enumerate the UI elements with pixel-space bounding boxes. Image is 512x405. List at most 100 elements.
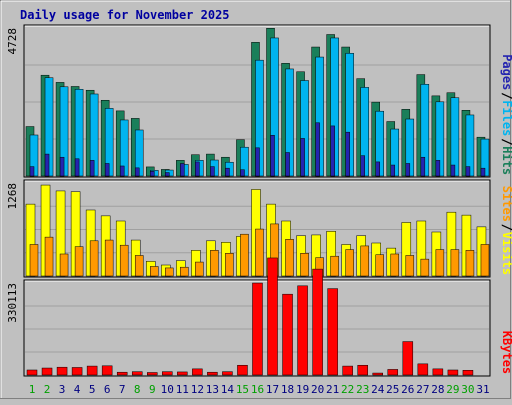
bar-kbytes-day-14	[222, 371, 233, 376]
bar-sites-day-9	[150, 266, 159, 277]
bar-sites-day-1	[29, 244, 39, 277]
bar-kbytes-day-30	[462, 370, 474, 376]
bar-sites-day-24	[375, 254, 384, 277]
x-tick-label-7: 7	[119, 383, 126, 396]
bar-sites-day-28	[435, 249, 445, 277]
legend-visits: Visits	[500, 232, 512, 275]
bar-pages-day-25	[390, 164, 396, 177]
bar-kbytes-day-2	[41, 367, 53, 376]
bar-pages-day-3	[59, 156, 65, 177]
bar-pages-day-7	[119, 165, 125, 177]
bar-sites-day-11	[180, 266, 189, 277]
x-tick-label-24: 24	[371, 383, 385, 396]
bar-sites-day-30	[465, 250, 475, 277]
legend-kbytes: KBytes	[500, 331, 512, 374]
x-tick-label-9: 9	[149, 383, 156, 396]
panel-bottom-ymax-label: 330113	[6, 283, 19, 323]
bar-kbytes-day-5	[86, 365, 98, 376]
x-tick-label-30: 30	[461, 383, 474, 396]
bar-sites-day-26	[405, 255, 415, 277]
bar-kbytes-day-16	[252, 282, 263, 376]
panel-bottom-legend: KBytes	[500, 331, 512, 374]
bar-kbytes-day-25	[387, 369, 399, 376]
x-tick-label-15: 15	[236, 383, 249, 396]
bar-pages-day-4	[74, 158, 80, 177]
bar-sites-day-14	[225, 253, 234, 277]
bar-kbytes-day-18	[282, 293, 293, 376]
bar-sites-day-8	[134, 255, 144, 277]
bar-sites-day-15	[240, 233, 249, 277]
x-tick-label-20: 20	[311, 383, 324, 396]
legend-separator: /	[500, 92, 512, 99]
x-tick-label-3: 3	[59, 383, 66, 396]
bar-sites-day-21	[330, 255, 339, 277]
bar-sites-day-7	[119, 244, 129, 277]
bar-files-day-29	[450, 97, 460, 177]
legend-hits: Hits	[500, 146, 512, 175]
bar-pages-day-14	[225, 167, 230, 177]
bar-kbytes-day-10	[162, 371, 173, 376]
legend-sites: Sites	[500, 186, 512, 222]
bar-kbytes-day-23	[357, 364, 368, 376]
bar-sites-day-2	[44, 236, 54, 277]
bar-kbytes-day-21	[327, 288, 338, 376]
x-tick-label-25: 25	[386, 383, 399, 396]
chart-title: Daily usage for November 2025	[20, 8, 230, 22]
bar-kbytes-day-20	[312, 268, 323, 376]
x-tick-label-27: 27	[416, 383, 429, 396]
bar-sites-day-22	[345, 249, 354, 277]
x-tick-label-8: 8	[134, 383, 141, 396]
bar-sites-day-6	[104, 239, 114, 277]
bar-kbytes-day-7	[116, 371, 128, 376]
bar-kbytes-day-1	[26, 369, 38, 376]
bar-sites-day-12	[195, 261, 204, 277]
bar-kbytes-day-9	[147, 372, 158, 376]
bar-kbytes-day-27	[417, 363, 429, 376]
panel-top-ymax-label: 4728	[6, 28, 19, 55]
bar-sites-day-19	[300, 253, 309, 277]
bar-kbytes-day-17	[267, 257, 278, 376]
chart-panels: 4728Pages/Files/Hits1268Sites/Visits3301…	[6, 24, 512, 377]
x-tick-label-19: 19	[296, 383, 309, 396]
x-tick-label-17: 17	[266, 383, 279, 396]
bar-pages-day-21	[330, 125, 335, 177]
bar-pages-day-6	[104, 163, 110, 177]
bar-pages-day-22	[345, 131, 350, 177]
panel-middle-ymax-label: 1268	[6, 183, 19, 210]
bar-pages-day-24	[375, 161, 380, 177]
x-tick-label-23: 23	[356, 383, 369, 396]
legend-files: Files	[500, 100, 512, 136]
bar-sites-day-10	[165, 267, 174, 277]
x-tick-label-26: 26	[401, 383, 414, 396]
x-axis-labels: 1 2 3 4 5 6 7 8 9 10 11 12 13 14 15 16 17 18 19 20 21 22 23 24 2…	[29, 383, 490, 396]
bar-sites-day-27	[420, 258, 430, 277]
bar-kbytes-day-6	[101, 365, 113, 376]
bar-sites-day-18	[285, 239, 294, 277]
x-tick-label-16: 16	[251, 383, 264, 396]
bar-pages-day-15	[240, 169, 245, 177]
bar-kbytes-day-8	[131, 371, 143, 376]
x-tick-label-13: 13	[206, 383, 219, 396]
bar-kbytes-day-3	[56, 366, 68, 376]
bar-pages-day-30	[465, 166, 471, 177]
bar-kbytes-day-22	[342, 365, 353, 376]
bar-kbytes-day-24	[372, 372, 383, 376]
bar-sites-day-4	[74, 246, 84, 277]
bar-pages-day-19	[300, 138, 305, 177]
legend-separator: /	[500, 224, 512, 231]
bar-sites-day-13	[210, 250, 219, 277]
x-tick-label-22: 22	[341, 383, 354, 396]
x-tick-label-12: 12	[191, 383, 204, 396]
panel-top-legend: Pages/Files/Hits	[500, 54, 512, 175]
bar-kbytes-day-15	[237, 364, 248, 376]
panel-middle-legend: Sites /Visits	[500, 186, 512, 275]
bar-kbytes-day-4	[71, 367, 83, 376]
bar-kbytes-day-19	[297, 285, 308, 376]
bar-pages-day-31	[480, 167, 486, 177]
bar-pages-day-9	[150, 171, 155, 177]
bar-pages-day-8	[134, 167, 140, 177]
bar-pages-day-12	[195, 161, 200, 177]
bar-pages-day-28	[435, 160, 441, 177]
x-tick-label-11: 11	[176, 383, 189, 396]
